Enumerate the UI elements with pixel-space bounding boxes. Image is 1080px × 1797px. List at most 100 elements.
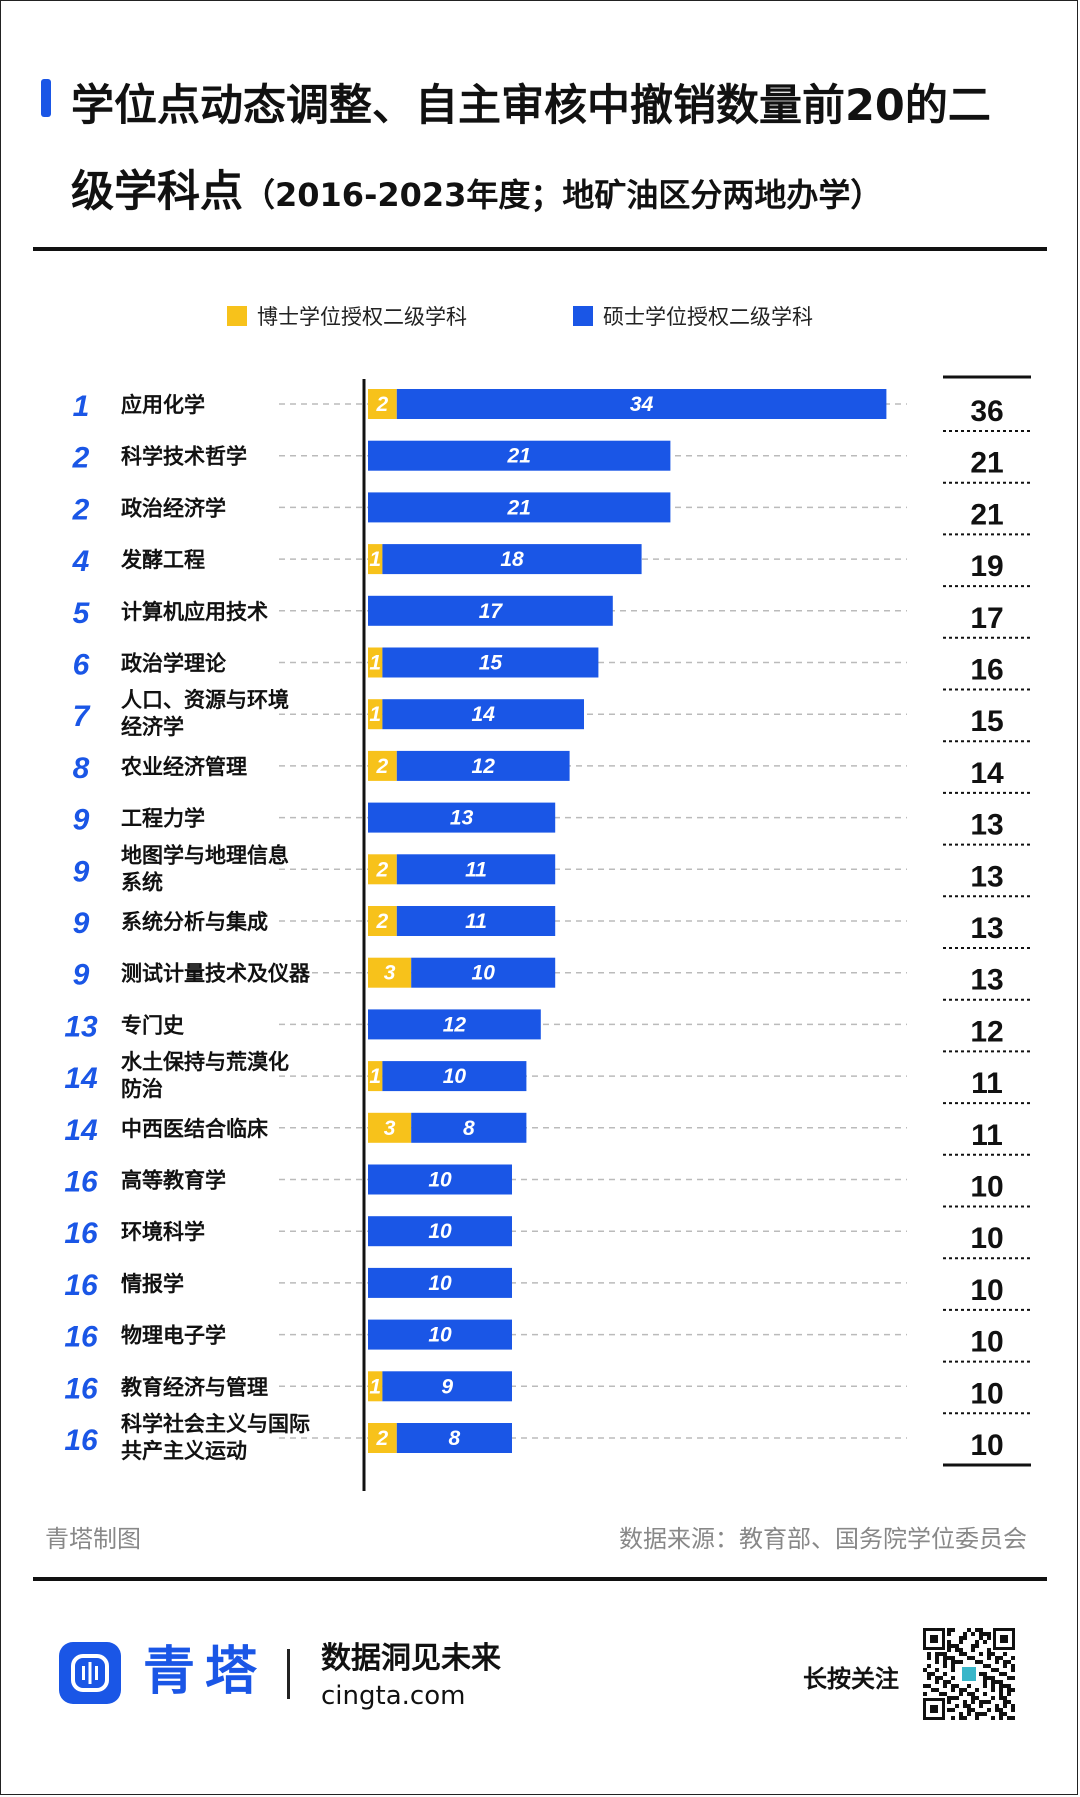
bar-doctoral xyxy=(368,906,397,936)
bar-value-master: 10 xyxy=(428,1169,452,1192)
total-value: 15 xyxy=(970,705,1003,738)
bar-doctoral xyxy=(368,750,397,781)
category-label: 政治学理论 xyxy=(121,652,227,676)
category-label: 高等教育学 xyxy=(121,1169,226,1193)
rank-label: 9 xyxy=(73,855,90,888)
rank-label: 8 xyxy=(73,752,90,785)
category-label: 发酵工程 xyxy=(120,548,205,572)
total-value: 10 xyxy=(970,1171,1003,1204)
bar-master xyxy=(368,595,613,626)
bar-value-master: 10 xyxy=(428,1220,452,1243)
bar-value-doctoral: 1 xyxy=(369,1375,381,1398)
rank-label: 13 xyxy=(64,1010,98,1043)
total-value: 13 xyxy=(970,809,1003,842)
bar-master xyxy=(411,957,556,988)
bar-value-doctoral: 2 xyxy=(376,1427,389,1450)
bar-value-doctoral: 1 xyxy=(369,548,381,571)
total-value: 10 xyxy=(970,1274,1003,1307)
category-label: 政治经济学 xyxy=(121,496,226,520)
total-value: 12 xyxy=(970,1015,1003,1048)
legend-label-master: 硕士学位授权二级学科 xyxy=(603,305,813,329)
bar-value-master: 12 xyxy=(472,755,496,778)
bar-doctoral xyxy=(368,1061,383,1092)
legend-label-doctoral: 博士学位授权二级学科 xyxy=(257,305,467,329)
follow-prompt: 长按关注 xyxy=(803,1665,899,1693)
rank-label: 7 xyxy=(73,700,91,733)
bar-master xyxy=(368,1164,512,1195)
category-label: 计算机应用技术 xyxy=(121,600,268,624)
brand-separator xyxy=(287,1649,290,1699)
category-label: 专门史 xyxy=(121,1013,185,1037)
bar-doctoral xyxy=(368,647,383,678)
category-label: 工程力学 xyxy=(121,807,205,831)
category-label: 中西医结合临床 xyxy=(121,1117,268,1141)
bar-master xyxy=(396,1423,512,1453)
category-label: 共产主义运动 xyxy=(121,1439,247,1463)
category-label: 水土保持与荒漠化 xyxy=(121,1050,289,1074)
bar-doctoral xyxy=(368,389,397,419)
bar-value-master: 10 xyxy=(443,1065,467,1088)
rank-label: 16 xyxy=(64,1372,98,1405)
bar-value-master: 18 xyxy=(500,548,524,571)
bar-master xyxy=(396,389,887,419)
brand-name: 青塔 xyxy=(143,1642,268,1702)
bar-master xyxy=(368,1009,541,1040)
bar-value-doctoral: 2 xyxy=(376,755,389,778)
total-value: 13 xyxy=(970,860,1003,893)
rank-label: 9 xyxy=(73,804,90,837)
total-value: 36 xyxy=(970,395,1003,428)
bar-value-master: 11 xyxy=(465,910,487,933)
cingta-logo-icon xyxy=(59,1642,121,1704)
legend-item-master: 硕士学位授权二级学科 xyxy=(573,301,813,331)
category-label: 物理电子学 xyxy=(121,1324,226,1348)
rank-label: 16 xyxy=(64,1166,98,1199)
rank-label: 14 xyxy=(64,1062,98,1095)
bar-master xyxy=(396,854,556,885)
bar-value-master: 9 xyxy=(441,1375,453,1398)
category-label: 地图学与地理信息 xyxy=(121,843,289,867)
brand-slogan: 数据洞见未来 xyxy=(321,1641,501,1676)
bar-master xyxy=(382,647,599,678)
total-value: 11 xyxy=(971,1067,1003,1100)
title-subtitle: （2016-2023年度；地矿油区分两地办学） xyxy=(243,176,883,214)
bar-master xyxy=(411,1112,527,1143)
bar-value-master: 15 xyxy=(479,652,503,675)
total-value: 16 xyxy=(970,654,1003,687)
bar-doctoral xyxy=(368,1423,397,1453)
bar-master xyxy=(382,699,584,730)
bar-master xyxy=(368,492,671,523)
bar-doctoral xyxy=(368,854,397,885)
category-label: 教育经济与管理 xyxy=(121,1375,268,1399)
bar-master xyxy=(368,1319,512,1350)
brand-domain[interactable]: cingta.com xyxy=(321,1681,466,1711)
bar-doctoral xyxy=(368,699,383,730)
rank-label: 2 xyxy=(72,493,90,526)
rank-label: 4 xyxy=(72,545,90,578)
title-accent-bar xyxy=(41,79,51,117)
rank-label: 5 xyxy=(73,597,91,630)
rank-label: 16 xyxy=(64,1217,98,1250)
rank-label: 9 xyxy=(73,959,90,992)
bar-master xyxy=(396,750,570,781)
bar-master xyxy=(382,1371,512,1402)
bar-doctoral xyxy=(368,1371,383,1402)
total-value: 10 xyxy=(970,1377,1003,1410)
total-value: 10 xyxy=(970,1429,1003,1462)
data-source: 数据来源：教育部、国务院学位委员会 xyxy=(619,1525,1027,1553)
total-value: 21 xyxy=(970,447,1003,480)
category-label: 测试计量技术及仪器 xyxy=(121,962,311,986)
bar-master xyxy=(368,1216,512,1247)
bar-value-doctoral: 3 xyxy=(384,962,396,985)
chart-credit: 青塔制图 xyxy=(45,1525,141,1553)
bar-master xyxy=(382,1061,527,1092)
bar-master xyxy=(396,906,556,936)
rank-label: 16 xyxy=(64,1321,98,1354)
bar-value-doctoral: 3 xyxy=(384,1117,396,1140)
bar-value-master: 21 xyxy=(507,496,531,519)
qr-code-icon[interactable] xyxy=(921,1626,1017,1722)
category-label: 应用化学 xyxy=(121,393,205,417)
title-divider xyxy=(33,247,1047,251)
rank-label: 14 xyxy=(64,1114,98,1147)
rank-label: 16 xyxy=(64,1269,98,1302)
